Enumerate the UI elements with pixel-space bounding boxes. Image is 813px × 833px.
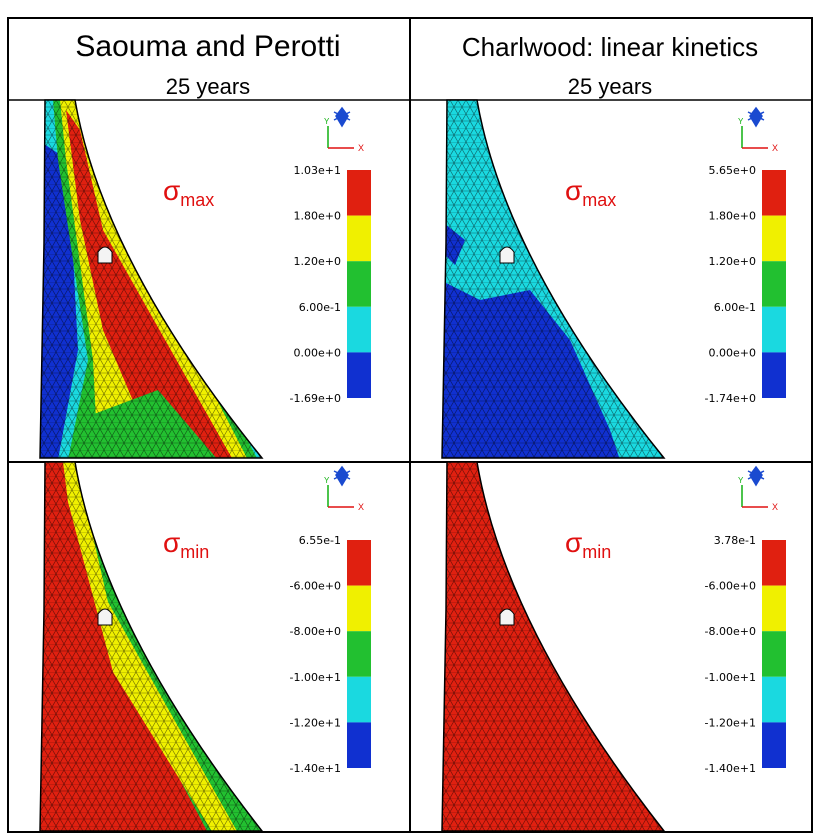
legend-label: -1.20e+1 (290, 716, 341, 729)
legend-label: 1.20e+0 (709, 255, 756, 268)
symbol: σ (565, 175, 582, 206)
legend-swatch (347, 540, 371, 586)
legend-swatch (347, 170, 371, 216)
legend-swatch (762, 261, 786, 307)
column-subtitle: 25 years (166, 74, 250, 99)
view-icon (333, 106, 351, 128)
legend-label: 6.00e-1 (299, 301, 341, 314)
view-icon (333, 465, 351, 487)
symbol: σ (565, 527, 582, 558)
legend-label: -1.00e+1 (705, 671, 756, 684)
legend-swatch (347, 631, 371, 677)
panel: σmax Y X 5.65e+0 1.80e+0 1.20e+0 6.00e-1 0.00e+… (441, 99, 786, 459)
gallery (499, 608, 515, 626)
stress-label: σmax (565, 175, 616, 210)
dam-outline (39, 461, 264, 832)
legend-label: 1.03e+1 (294, 164, 341, 177)
symbol: σ (163, 175, 180, 206)
symbol: σ (163, 527, 180, 558)
gallery (499, 246, 515, 264)
axis-label: X (358, 143, 364, 153)
axis-label: Y (738, 117, 744, 126)
mesh (442, 100, 664, 458)
legend-label: 5.65e+0 (709, 164, 756, 177)
legend-swatch (762, 585, 786, 632)
legend-swatch (347, 215, 371, 262)
axis-label: X (772, 502, 778, 512)
legend-label: 6.00e-1 (714, 301, 756, 314)
subscript: max (180, 190, 214, 210)
contour-region (495, 130, 530, 180)
column-title: Saouma and Perotti (75, 30, 340, 63)
legend-swatch (347, 306, 371, 353)
dam-plot (40, 462, 262, 831)
legend-label: -8.00e+0 (705, 625, 756, 638)
legend-swatch (347, 352, 371, 398)
panel: σmin Y X 3.78e-1 -6.00e+0 -8.00e+0 -1.00e+1 -1.… (441, 461, 786, 832)
dam-plot (40, 100, 262, 458)
legend-label: 3.78e-1 (714, 534, 756, 547)
legend-label: 1.80e+0 (709, 210, 756, 223)
legend-label: -1.69e+0 (290, 392, 341, 405)
legend-swatch (762, 306, 786, 353)
subscript: min (180, 542, 209, 562)
axis-label: X (358, 502, 364, 512)
dam-outline (441, 461, 666, 832)
mesh (40, 100, 262, 458)
legend-label: -1.20e+1 (705, 716, 756, 729)
gallery (97, 608, 113, 626)
panel: σmin Y X 6.55e-1 -6.00e+0 -8.00e+0 -1.00e+1 -1.… (39, 461, 371, 832)
legend-swatch (762, 676, 786, 723)
stress-label: σmin (565, 527, 611, 562)
stress-label: σmax (163, 175, 214, 210)
legend-swatch (347, 261, 371, 307)
dam-plot (442, 100, 664, 458)
view-icon (747, 106, 765, 128)
legend-label: -1.40e+1 (290, 762, 341, 775)
legend-swatch (762, 540, 786, 586)
axis-label: X (772, 143, 778, 153)
legend-swatch (762, 631, 786, 677)
gallery (97, 246, 113, 264)
legend-label: -1.00e+1 (290, 671, 341, 684)
dam-outline (39, 99, 264, 459)
mesh (40, 462, 262, 831)
legend-label: 0.00e+0 (709, 346, 756, 359)
axis-label: Y (324, 476, 330, 485)
legend-label: -6.00e+0 (705, 580, 756, 593)
legend-swatch (762, 722, 786, 768)
legend-label: 1.20e+0 (294, 255, 341, 268)
legend-swatch (762, 352, 786, 398)
dam-outline (441, 99, 666, 459)
legend-label: 0.00e+0 (294, 346, 341, 359)
legend-label: -1.74e+0 (705, 392, 756, 405)
legend-label: -1.40e+1 (705, 762, 756, 775)
dam-plot (442, 462, 664, 831)
legend-swatch (347, 585, 371, 632)
panel: σmax Y X 1.03e+1 1.80e+0 1.20e+0 6.00e-1 0.00e+… (39, 99, 371, 459)
legend-label: -8.00e+0 (290, 625, 341, 638)
subscript: max (582, 190, 616, 210)
mesh (442, 462, 664, 831)
legend-label: 6.55e-1 (299, 534, 341, 547)
axis-label: Y (324, 117, 330, 126)
column-subtitle: 25 years (568, 74, 652, 99)
axis-label: Y (738, 476, 744, 485)
view-icon (747, 465, 765, 487)
column-title: Charlwood: linear kinetics (462, 32, 758, 62)
legend-swatch (347, 722, 371, 768)
subscript: min (582, 542, 611, 562)
legend-swatch (762, 215, 786, 262)
legend-label: 1.80e+0 (294, 210, 341, 223)
legend-label: -6.00e+0 (290, 580, 341, 593)
legend-swatch (347, 676, 371, 723)
stress-label: σmin (163, 527, 209, 562)
legend-swatch (762, 170, 786, 216)
